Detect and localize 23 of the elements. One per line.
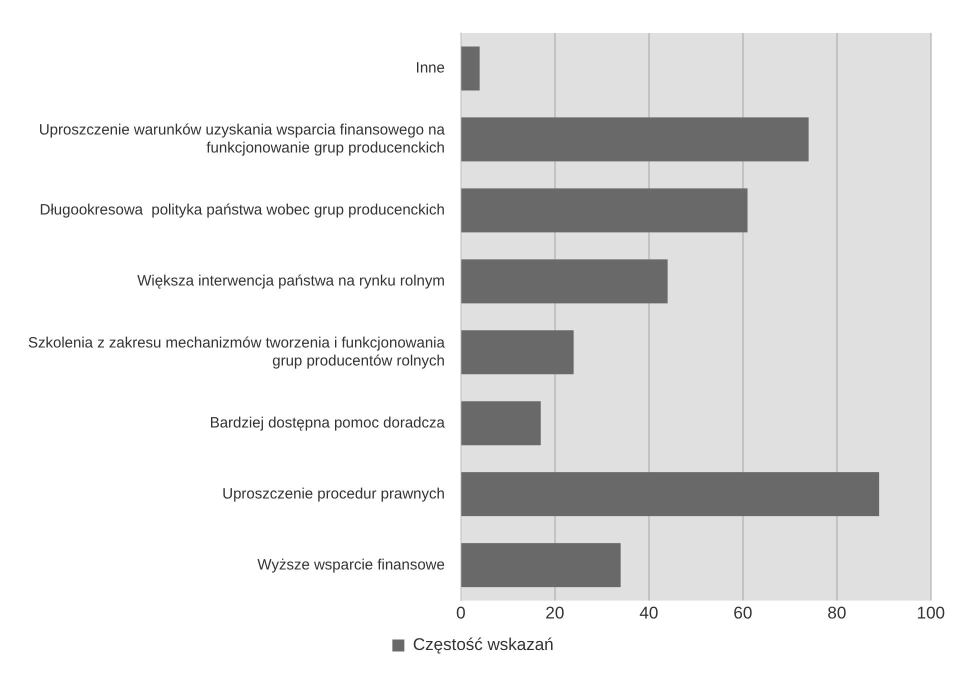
x-tick-label: 100	[916, 603, 946, 622]
bar	[461, 259, 668, 304]
x-tick-label: 20	[545, 603, 564, 622]
y-tick-label: Uproszczenie procedur prawnych	[222, 485, 445, 502]
bar	[461, 46, 480, 90]
bar	[461, 472, 880, 516]
bar	[461, 117, 809, 162]
y-tick-label: Długookresowa polityka państwa wobec grup producenckich	[40, 202, 445, 219]
x-tick-label: 60	[733, 603, 752, 622]
x-tick-label: 0	[456, 603, 466, 622]
x-tick-label: 40	[639, 603, 658, 622]
y-tick-label: Bardziej dostępna pomoc doradcza	[210, 414, 446, 432]
y-tick-label: Wyższe wsparcie finansowe	[257, 556, 445, 574]
bar	[461, 543, 621, 588]
y-tick-label: Uproszczenie warunków uzyskania wsparcia finansowego na funkcjonowanie grup producenckich	[38, 122, 446, 157]
bar	[461, 401, 541, 446]
bar	[461, 188, 748, 232]
y-tick-label: Większa interwencja państwa na rynku rolnym	[137, 272, 445, 290]
y-tick-label: Inne	[416, 60, 445, 77]
y-tick-label: Szkolenia z zakresu mechanizmów tworzenia i funkcjonowania grup producentów rolnych	[28, 334, 446, 370]
x-tick-label: 80	[827, 603, 846, 622]
bar	[461, 330, 574, 374]
legend-label: Częstość wskazań	[412, 635, 554, 654]
